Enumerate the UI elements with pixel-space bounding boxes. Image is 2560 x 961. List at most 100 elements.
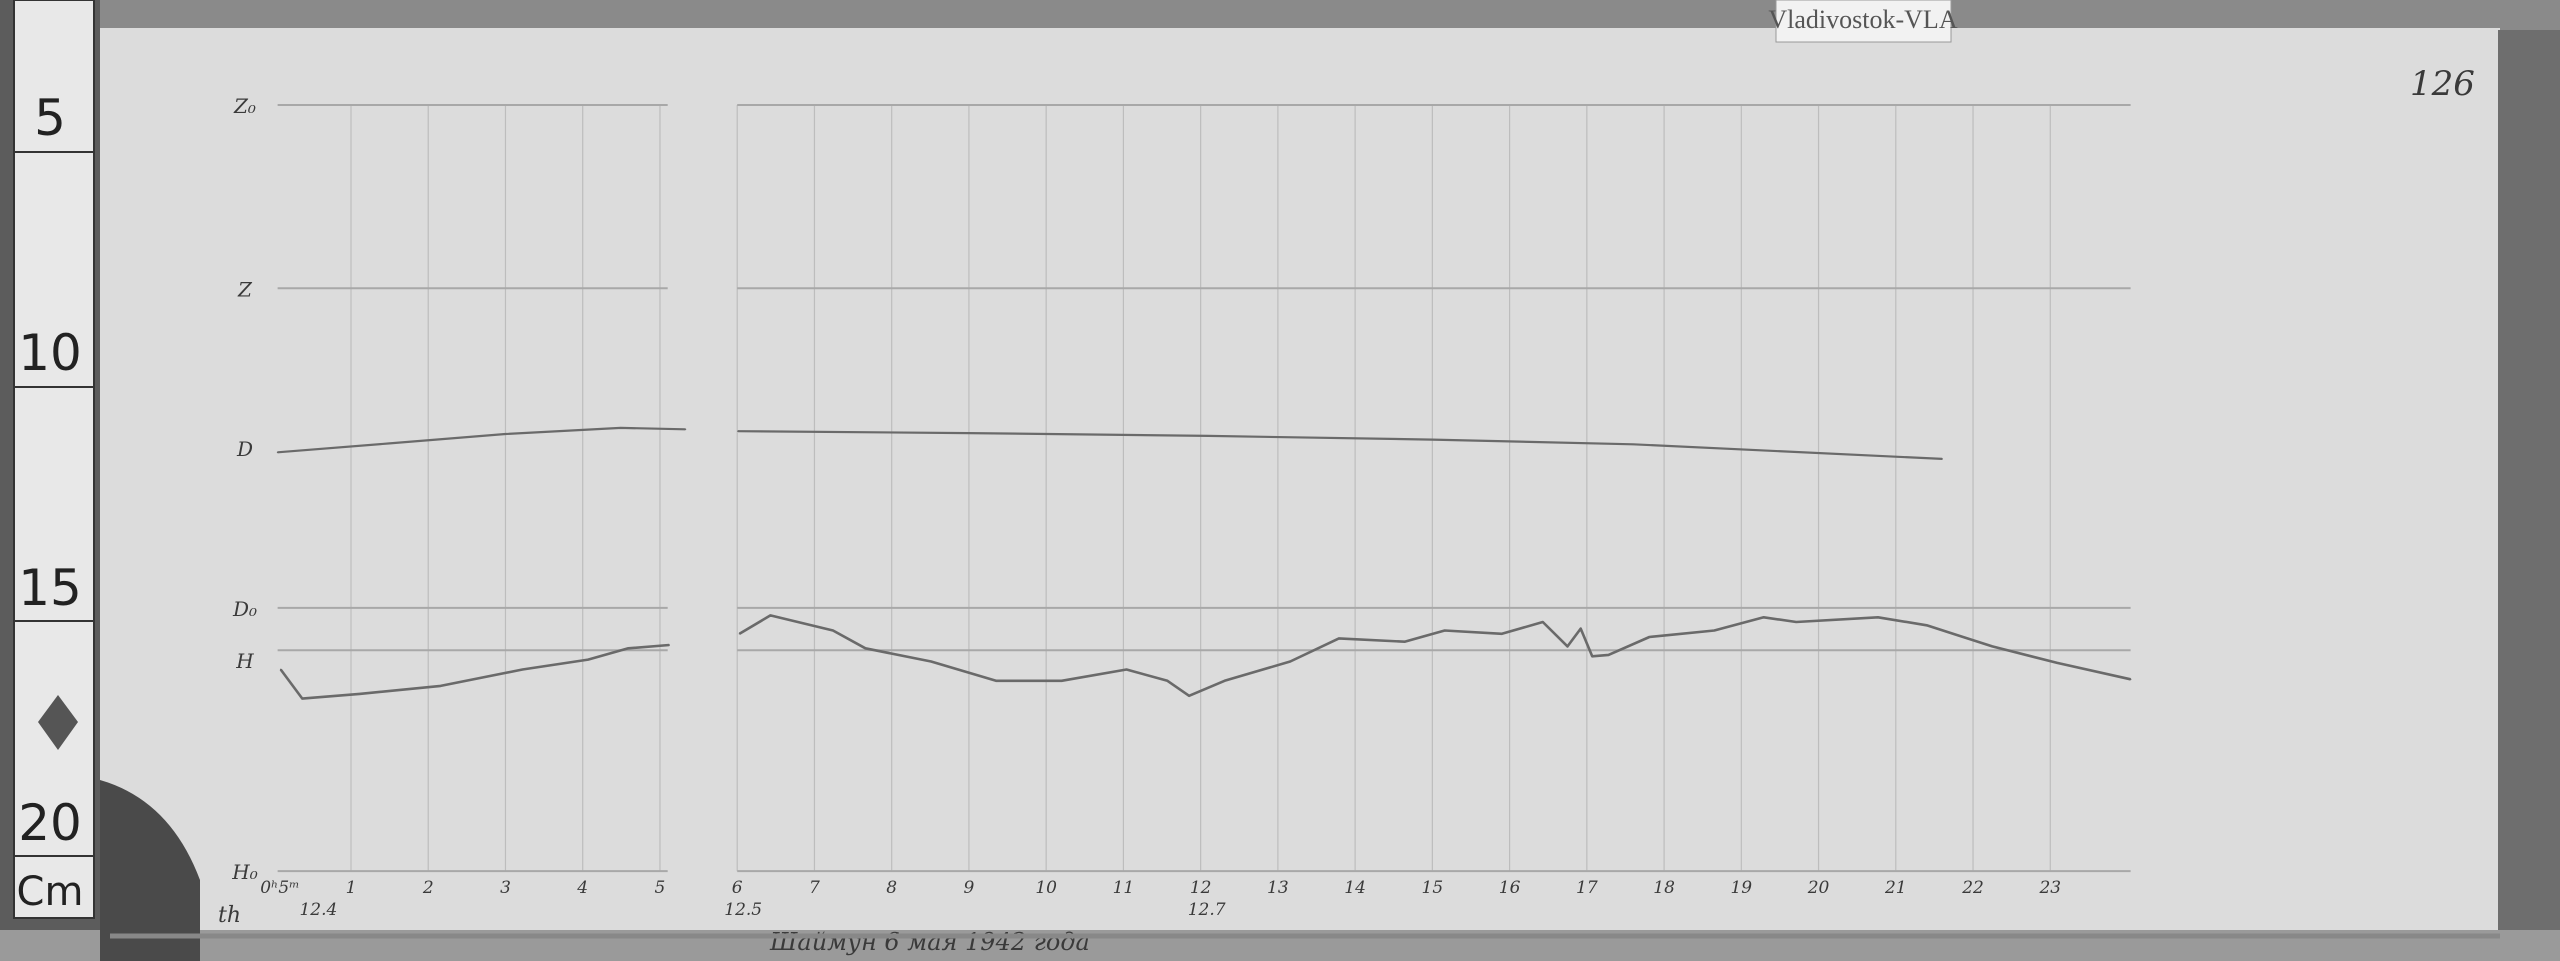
hour-tick-label: 17 [1576,878,1598,898]
trace-point-H [358,693,361,695]
trace-point-H [668,644,671,646]
trace-point-H [1501,632,1503,635]
hour-tick-label: 15 [1422,878,1444,898]
trace-point-H [1591,655,1594,658]
trace-point-H [627,647,630,650]
hour-tick-label: 23 [2038,878,2061,898]
trace-H [279,643,670,700]
trace-point-H [1223,679,1226,682]
trace-point-H [1648,636,1651,638]
trace-point-H [1713,629,1716,632]
x-axis-label: th [218,903,241,928]
hour-tick-label: 18 [1653,878,1675,898]
hour-tick-label: 20 [1807,878,1830,898]
trace-point-D [737,430,739,432]
trace-point-H [1925,624,1928,627]
hour-tick-label: 5 [655,878,666,898]
trace-point-D [276,451,279,454]
trace-point-H [738,632,741,635]
handwritten-note: Шаймун 6 мая 1942 года [769,928,1090,956]
magnetogram-chart: 0ʰ5ᵐ 1 2 3 4 5 6 7 8 9 10 11 12 13 14 15 16 17 18 19 20 21 22 2… [231,94,2132,920]
baseline-label: H₀ [231,860,257,884]
trace-point-H [1403,640,1406,643]
sheet-number: 126 [2410,64,2475,104]
trace-point-H [301,697,304,700]
ruler-mark-20: 20 [18,794,82,852]
ruler-marker-icon [38,695,78,750]
trace-point-H [2129,678,2132,681]
hour-tick-label: 19 [1730,878,1752,898]
baseline-label: Z [237,277,253,301]
hour-tick-label: 13 [1267,878,1289,898]
paper-sheet [100,28,2500,943]
trace-point-H [1166,679,1169,682]
hour-tick-label: 21 [1884,878,1907,898]
time-mark-label: 12.7 [1188,900,1226,920]
trace-point-D [1632,443,1634,446]
trace-point-H [1542,621,1544,623]
hour-tick-label: 7 [809,878,820,898]
hour-tick-label: 11 [1113,878,1135,898]
trace-point-D [619,427,622,429]
trace-point-H [930,660,932,663]
trace-point-H [521,668,524,671]
hour-tick-label: 3 [500,878,511,898]
hour-tick-label: 16 [1499,878,1521,898]
trace-point-D [968,432,970,434]
time-mark-label: 12.4 [299,900,337,920]
hour-tick-label: 8 [886,878,897,898]
trace-point-H [1289,660,1292,663]
trace-point-H [1877,616,1879,619]
trace-point-D [388,442,391,445]
trace-point-D [684,428,687,431]
ruler-unit: Cm [17,869,84,915]
hour-tick-label: 4 [576,878,588,898]
hour-tick-label: 14 [1344,878,1366,898]
trace-H [738,614,2131,698]
trace-point-H [1607,654,1610,656]
baseline-label: D [236,437,253,461]
trace-point-H [587,658,589,661]
station-card: Vladivostok-VLA [1768,0,1958,43]
trace-point-H [439,685,442,687]
hour-tick-label: 9 [964,878,975,898]
trace-point-D [1941,458,1943,460]
hour-tick-label: 6 [732,878,743,898]
baseline-label: D₀ [232,597,257,621]
trace-point-H [1338,637,1340,640]
station-label: Vladivostok-VLA [1768,5,1957,34]
trace-point-H [1060,679,1063,682]
hour-tick-label: 22 [1961,878,1984,898]
trace-point-H [995,679,997,682]
trace-D [737,430,1943,460]
trace-point-H [1125,668,1128,671]
trace-point-H [1566,645,1569,648]
trace-point-H [1762,616,1765,619]
trace-point-H [832,629,834,632]
baseline-label: Z₀ [233,94,256,118]
trace-point-H [2056,662,2059,664]
trace-point-H [279,668,282,671]
trace-point-H [1795,621,1797,623]
hour-tick-label: 2 [422,878,434,898]
trace-point-D [1431,438,1434,441]
trace-point-H [1443,629,1446,632]
trace-point-H [864,647,867,650]
torn-corner [100,780,200,961]
ruler-mark-5: 5 [34,89,66,147]
cm-ruler: 5 10 15 20 Cm [13,0,95,919]
right-edge [2498,30,2560,950]
baseline-label: H [235,649,254,673]
ruler-mark-15: 15 [18,559,82,617]
trace-point-D [504,433,507,435]
hour-tick-label: 1 [346,878,357,898]
hour-tick-label: 0ʰ5ᵐ [260,878,299,898]
trace-point-D [1207,435,1210,437]
hour-tick-label: 12 [1190,878,1212,898]
trace-point-H [1579,627,1582,630]
time-mark-label: 12.5 [724,900,762,920]
trace-point-H [769,614,772,617]
trace-point-H [1991,645,1994,648]
ruler-mark-10: 10 [18,324,82,382]
